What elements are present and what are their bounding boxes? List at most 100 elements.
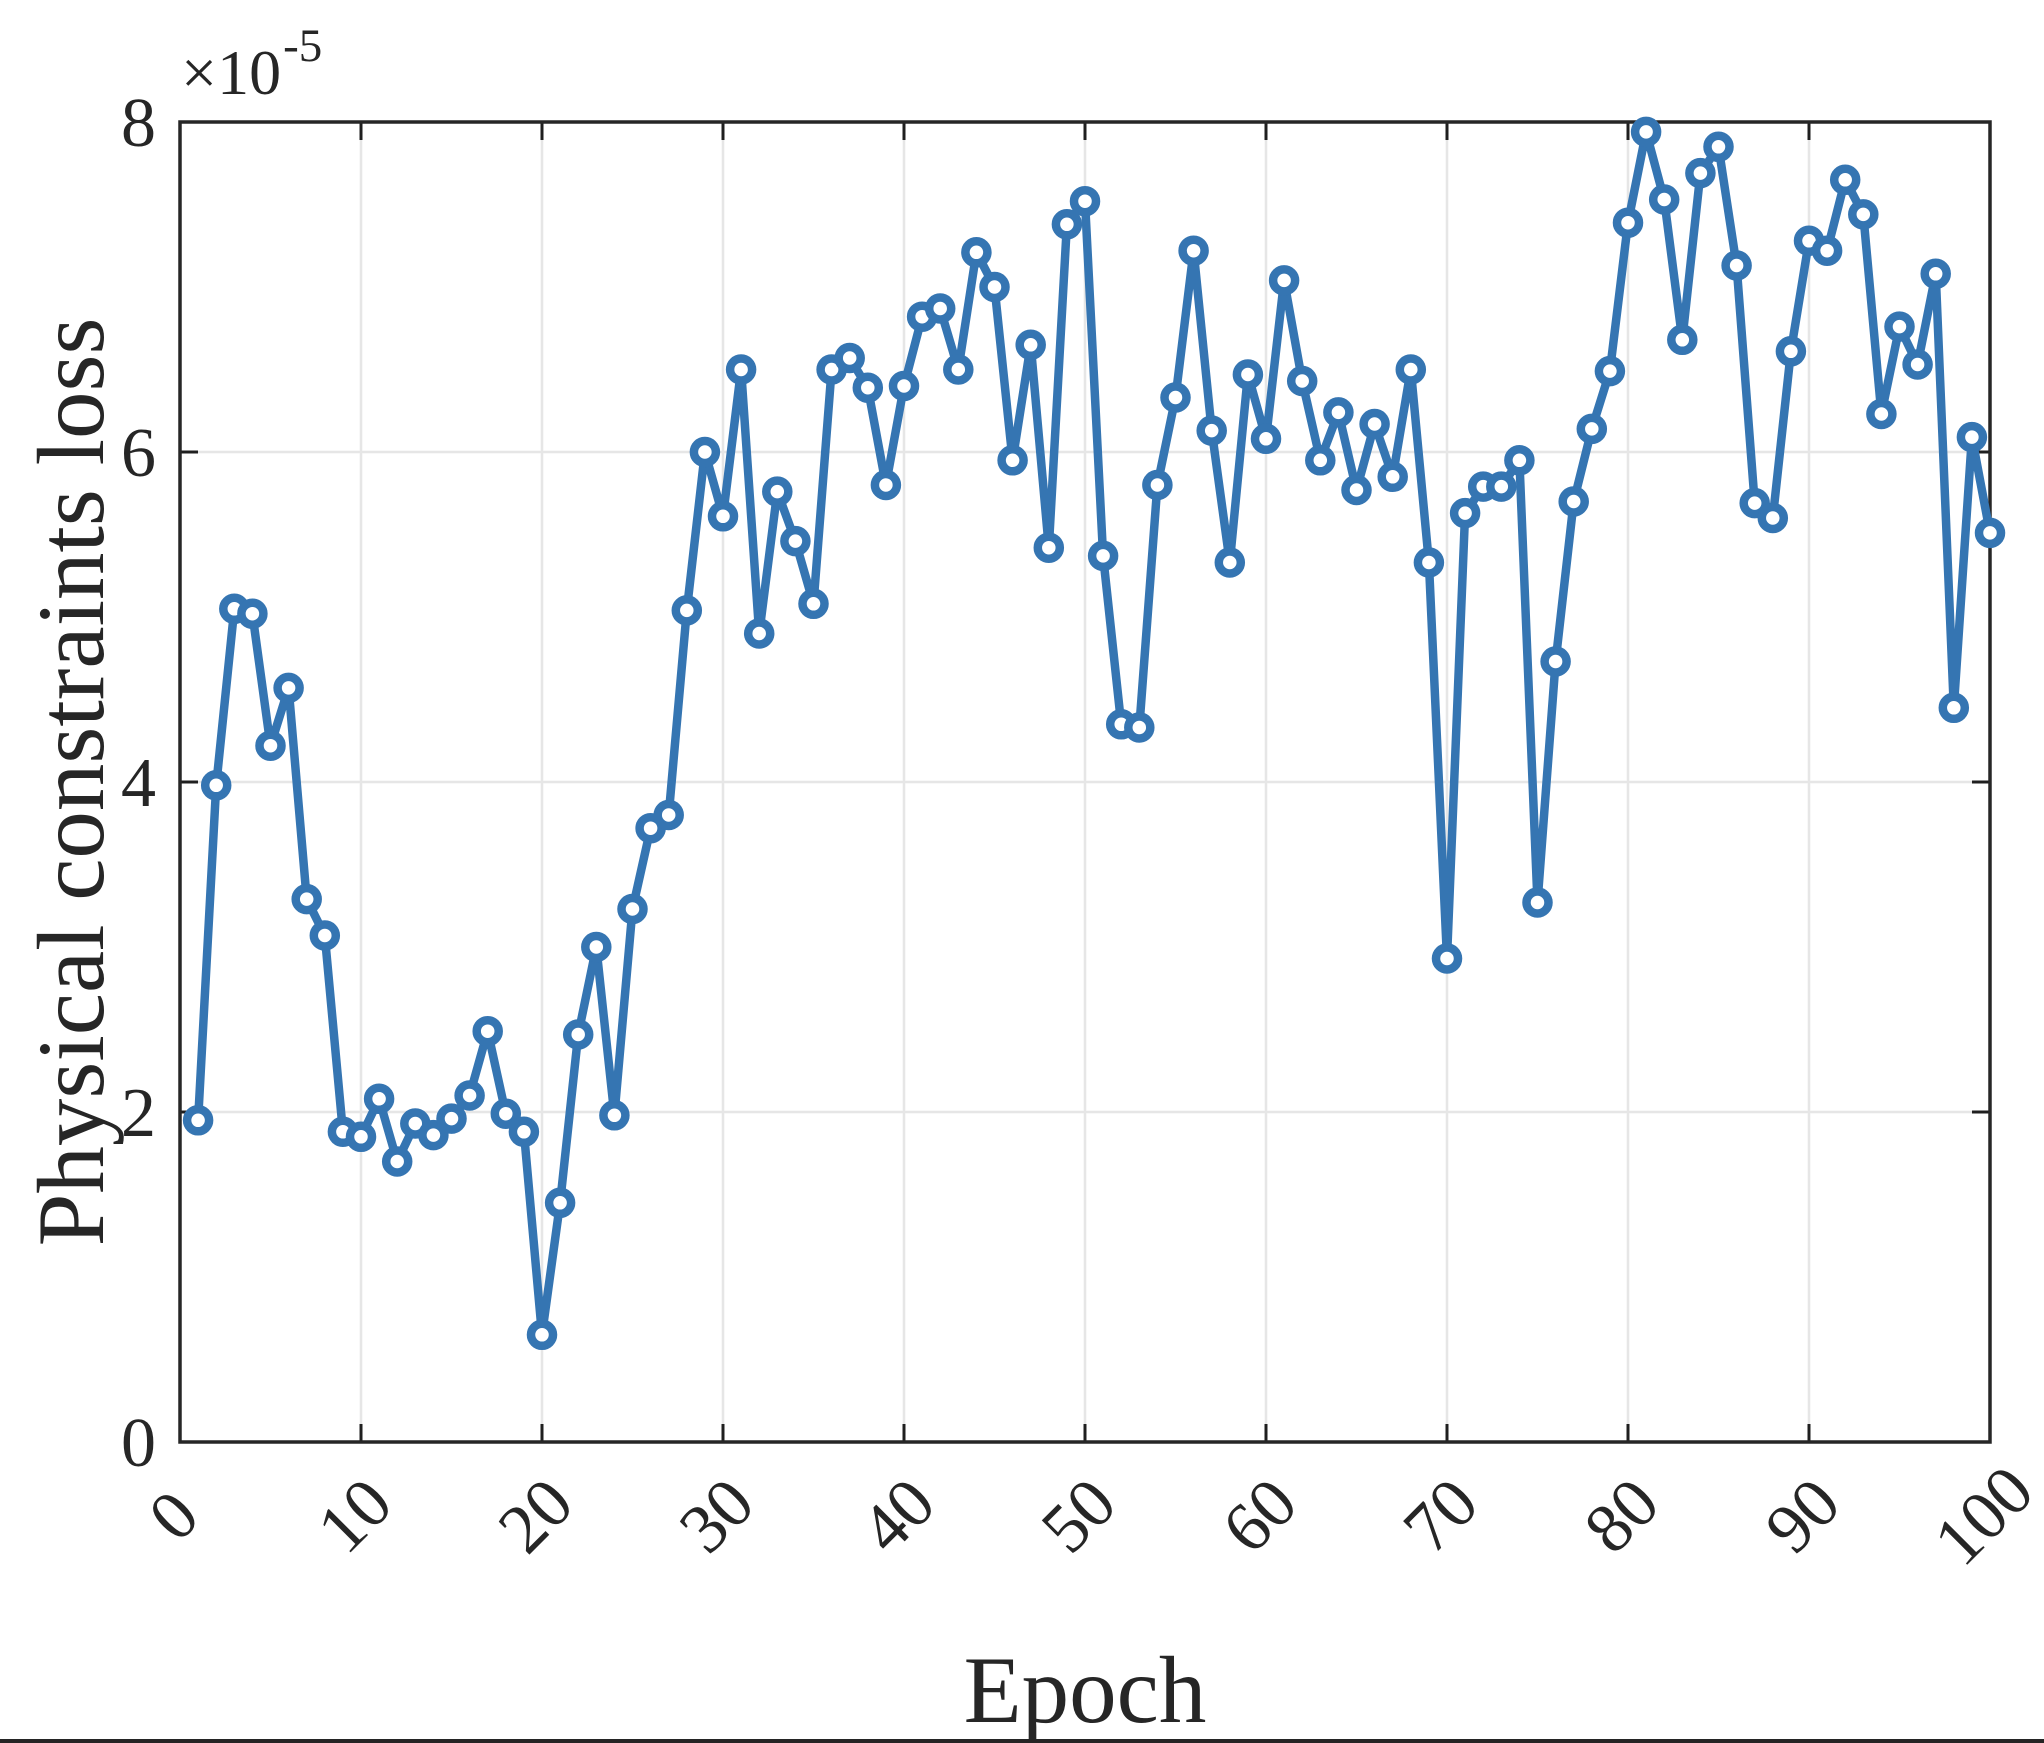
y-tick-label: 0 [121,1405,156,1482]
y-tick-label: 2 [121,1075,156,1152]
data-point-marker [743,618,775,649]
x-tick-label: 70 [1389,1464,1493,1568]
data-point-marker [1848,199,1879,230]
data-point-marker [508,1116,540,1148]
data-point-marker [1703,131,1734,163]
x-axis-label: Epoch [964,1637,1207,1743]
x-tick-label: 20 [484,1464,588,1568]
x-tick-label: 40 [846,1464,950,1568]
data-point-marker [1323,397,1354,428]
data-point-marker [1359,408,1390,440]
data-point-marker [1449,497,1481,529]
y-axis-offset-text: ×10-5 [181,20,322,108]
data-point-marker [1757,502,1789,534]
data-point-marker [291,883,322,915]
data-point-marker [1504,445,1535,476]
data-point-marker [852,372,884,403]
data-point-marker [1540,646,1571,677]
data-point-marker [979,271,1010,303]
data-point-marker [1667,324,1698,356]
data-point-marker [1431,943,1463,974]
data-point-marker [581,931,612,963]
data-point-marker [436,1103,467,1134]
data-point-marker [1087,540,1119,572]
data-point-marker [689,436,721,468]
data-point-marker [1884,311,1915,342]
data-point-marker [1522,887,1553,918]
data-point-marker [1902,349,1933,380]
data-point-marker [997,445,1028,476]
data-point-marker [1160,382,1191,413]
data-point-marker [273,672,304,704]
data-point-marker [1015,329,1046,361]
x-tick-label: 100 [1920,1452,2044,1581]
y-axis-label: Physical constraints loss [18,318,124,1247]
x-tick-label: 10 [303,1464,407,1568]
data-point-marker [237,598,268,629]
data-point-marker [1250,423,1282,455]
loss-series [182,116,2006,1351]
data-point-marker [1286,365,1318,397]
data-point-marker [1829,164,1861,196]
data-point-marker [345,1121,377,1153]
y-tick-label: 6 [121,415,156,492]
data-point-marker [1630,116,1662,148]
data-point-marker [1486,471,1517,502]
axes-box [178,120,1992,1444]
data-point-marker [1866,398,1897,430]
data-point-marker [653,799,684,831]
data-point-marker [961,237,992,268]
offset-exponent: -5 [283,20,322,72]
data-point-marker [544,1187,576,1219]
data-point-marker [1685,157,1716,189]
data-point-marker [1721,250,1752,281]
data-point-marker [562,1019,594,1050]
data-point-marker [1395,354,1427,385]
x-tick-label: 90 [1751,1464,1855,1568]
data-point-marker [1648,184,1680,215]
data-point-marker [472,1015,503,1047]
data-point-marker [490,1098,522,1129]
grid-lines [180,122,1990,1442]
x-tick-label: 50 [1027,1464,1131,1568]
x-tick-label: 0 [134,1476,213,1555]
data-point-marker [798,588,829,620]
data-point-marker [182,1105,214,1136]
data-point-marker [1739,487,1770,519]
data-point-marker [526,1319,558,1351]
data-point-marker [1811,235,1843,266]
data-point-marker [381,1146,413,1177]
loss-line [193,127,1995,1340]
data-point-marker [834,342,865,374]
data-point-marker [1196,415,1227,446]
data-point-marker [1558,486,1589,517]
x-tick-label: 30 [665,1464,769,1568]
data-point-marker [1232,359,1264,390]
data-point-marker [707,501,739,532]
data-point-marker [1956,421,1988,453]
data-point-marker [363,1083,395,1115]
data-point-marker [1938,692,1970,724]
data-point-marker [1124,712,1155,743]
offset-base: ×10 [181,37,281,108]
page-bottom-border [0,1739,2044,1743]
data-point-marker [1612,207,1644,238]
data-point-marker [1377,461,1408,493]
x-tick-labels: 0 10 20 30 40 50 60 70 80 90 100 [134,1452,2044,1581]
data-point-marker [943,354,974,385]
data-point-marker [725,354,757,385]
data-point-marker [1974,517,2006,549]
data-point-marker [1305,445,1336,476]
data-point-marker [1268,265,1300,296]
data-point-marker [1576,413,1608,445]
data-point-marker [1142,469,1173,501]
data-point-marker [599,1100,630,1131]
data-point-marker [888,370,920,402]
data-point-marker [1033,532,1065,563]
data-point-marker [1920,258,1951,290]
x-tick-label: 60 [1208,1464,1312,1568]
y-tick-label: 4 [121,745,156,822]
data-point-marker [617,893,648,925]
